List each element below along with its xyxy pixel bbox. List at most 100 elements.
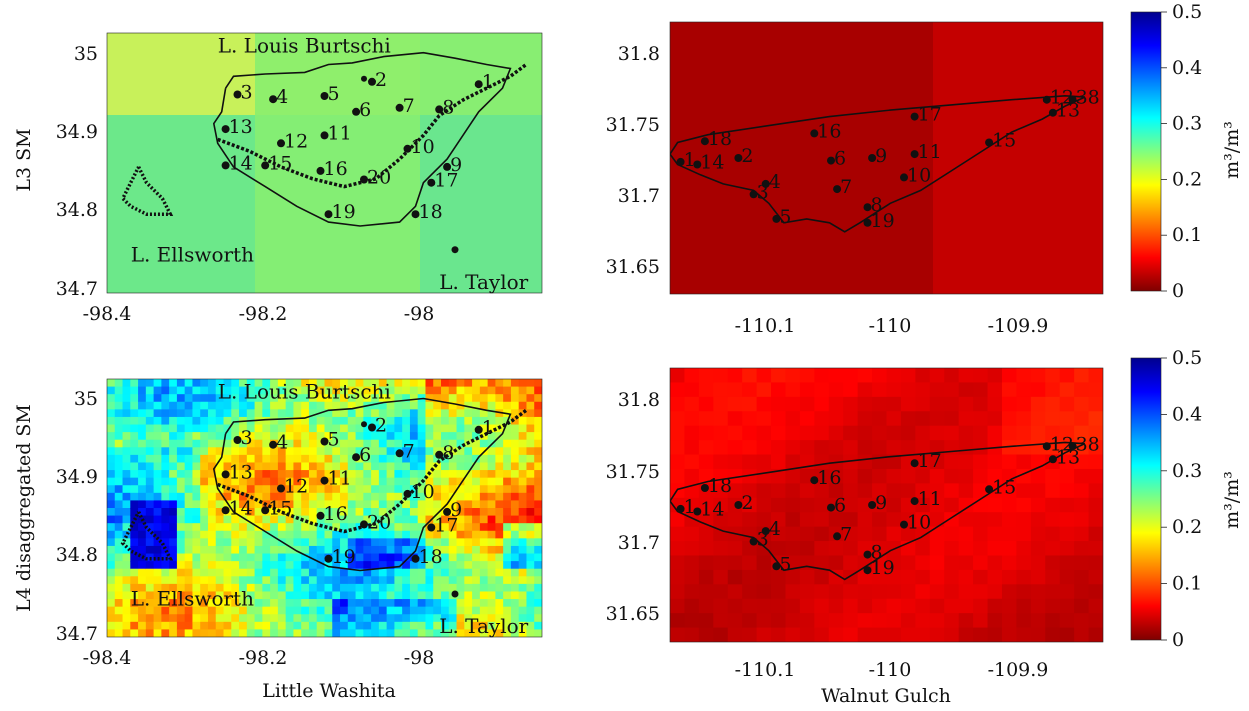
l4-pixel: [301, 409, 310, 418]
l4-pixel: [929, 368, 945, 384]
l4-pixel: [425, 515, 434, 524]
l4-pixel: [231, 523, 240, 532]
l4-pixel: [332, 401, 341, 410]
l4-pixel: [448, 470, 458, 479]
l4-pixel: [441, 492, 450, 502]
l4-pixel: [122, 485, 131, 494]
site-label: 4: [769, 518, 781, 540]
l4-pixel: [347, 462, 357, 471]
l4-pixel: [698, 440, 714, 456]
l4-pixel: [215, 492, 225, 502]
l4-pixel: [293, 576, 302, 585]
l4-pixel: [417, 424, 427, 433]
l4-pixel: [441, 432, 450, 441]
l4-pixel: [526, 538, 535, 547]
l4-pixel: [433, 599, 442, 608]
l4-pixel: [900, 440, 916, 456]
l4-pixel: [456, 447, 465, 456]
l4-pixel: [254, 462, 263, 471]
l4-pixel: [448, 477, 458, 486]
l4-pixel: [200, 447, 209, 456]
l4-pixel: [534, 386, 542, 395]
l4-pixel: [742, 396, 758, 412]
l4-pixel: [526, 386, 535, 395]
l4-pixel: [534, 583, 542, 593]
site-marker: [827, 503, 835, 512]
l4-pixel: [886, 584, 902, 600]
l4-pixel: [207, 432, 217, 441]
l4-pixel: [308, 401, 318, 410]
l4-pixel: [503, 447, 512, 456]
l4-pixel: [161, 538, 170, 547]
l4-pixel: [479, 470, 489, 479]
l4-pixel: [785, 512, 801, 528]
l4-pixel: [425, 409, 434, 418]
l4-pixel: [130, 379, 139, 388]
l4-pixel: [184, 583, 194, 593]
l4-pixel: [107, 561, 116, 570]
l4-pixel: [231, 500, 240, 509]
l4-pixel: [526, 500, 535, 509]
l4-pixel: [145, 470, 155, 479]
x-tick-wg: -110: [869, 659, 912, 681]
l4-pixel: [363, 416, 372, 426]
l4-pixel: [433, 379, 442, 388]
l4-pixel: [262, 492, 271, 502]
l4-pixel: [479, 500, 489, 509]
l4-pixel: [958, 584, 974, 600]
l4-pixel: [1016, 497, 1032, 513]
x-tick-lw: -98.4: [83, 303, 132, 325]
l4-pixel: [270, 515, 279, 524]
l4-pixel: [192, 545, 201, 555]
l4-pixel: [487, 424, 496, 433]
l4-pixel: [417, 386, 427, 395]
l4-pixel: [534, 553, 542, 562]
l4-pixel: [425, 379, 434, 388]
l4-pixel: [153, 470, 162, 479]
l4-pixel: [200, 583, 209, 593]
l4-pixel: [510, 629, 520, 637]
l4-pixel: [684, 541, 700, 557]
l4-pixel: [670, 368, 686, 384]
l4-pixel: [192, 530, 201, 539]
l4-pixel: [464, 530, 473, 539]
l4-pixel: [394, 568, 403, 577]
l4-pixel: [987, 569, 1003, 585]
l4-pixel: [161, 606, 170, 615]
l4-pixel: [510, 401, 520, 410]
l4-pixel: [713, 382, 729, 398]
l4-pixel: [487, 485, 496, 494]
l4-pixel: [479, 576, 489, 585]
l4-pixel: [448, 545, 458, 555]
l4-pixel: [987, 396, 1003, 412]
l4-pixel: [301, 508, 310, 517]
l4-pixel: [1074, 483, 1090, 499]
site-label: 17: [918, 104, 942, 126]
l4-pixel: [176, 621, 186, 631]
l4-pixel: [886, 411, 902, 427]
l4-pixel: [316, 394, 326, 403]
l4-pixel: [1045, 396, 1061, 412]
l4-pixel: [915, 411, 931, 427]
l4-pixel: [1074, 396, 1090, 412]
site-marker: [910, 497, 919, 506]
l4-pixel: [316, 576, 326, 585]
l4-pixel: [386, 394, 396, 403]
l4-pixel: [713, 526, 729, 542]
l4-pixel: [456, 386, 465, 395]
l4-pixel: [332, 530, 341, 539]
l4-pixel: [277, 568, 287, 577]
l4-pixel: [487, 515, 496, 524]
l4-pixel: [138, 379, 147, 388]
site-label: 10: [907, 164, 931, 186]
l4-pixel: [347, 424, 357, 433]
l4-pixel: [510, 394, 520, 403]
l4-pixel: [231, 447, 240, 456]
l4-pixel: [727, 483, 743, 499]
l4-pixel: [456, 591, 465, 600]
l4-pixel: [114, 576, 124, 585]
colorbar-unit-bottom: m³/m³: [1221, 471, 1243, 529]
l4-pixel: [347, 492, 357, 502]
l4-pixel: [534, 401, 542, 410]
l4-pixel: [394, 614, 403, 623]
